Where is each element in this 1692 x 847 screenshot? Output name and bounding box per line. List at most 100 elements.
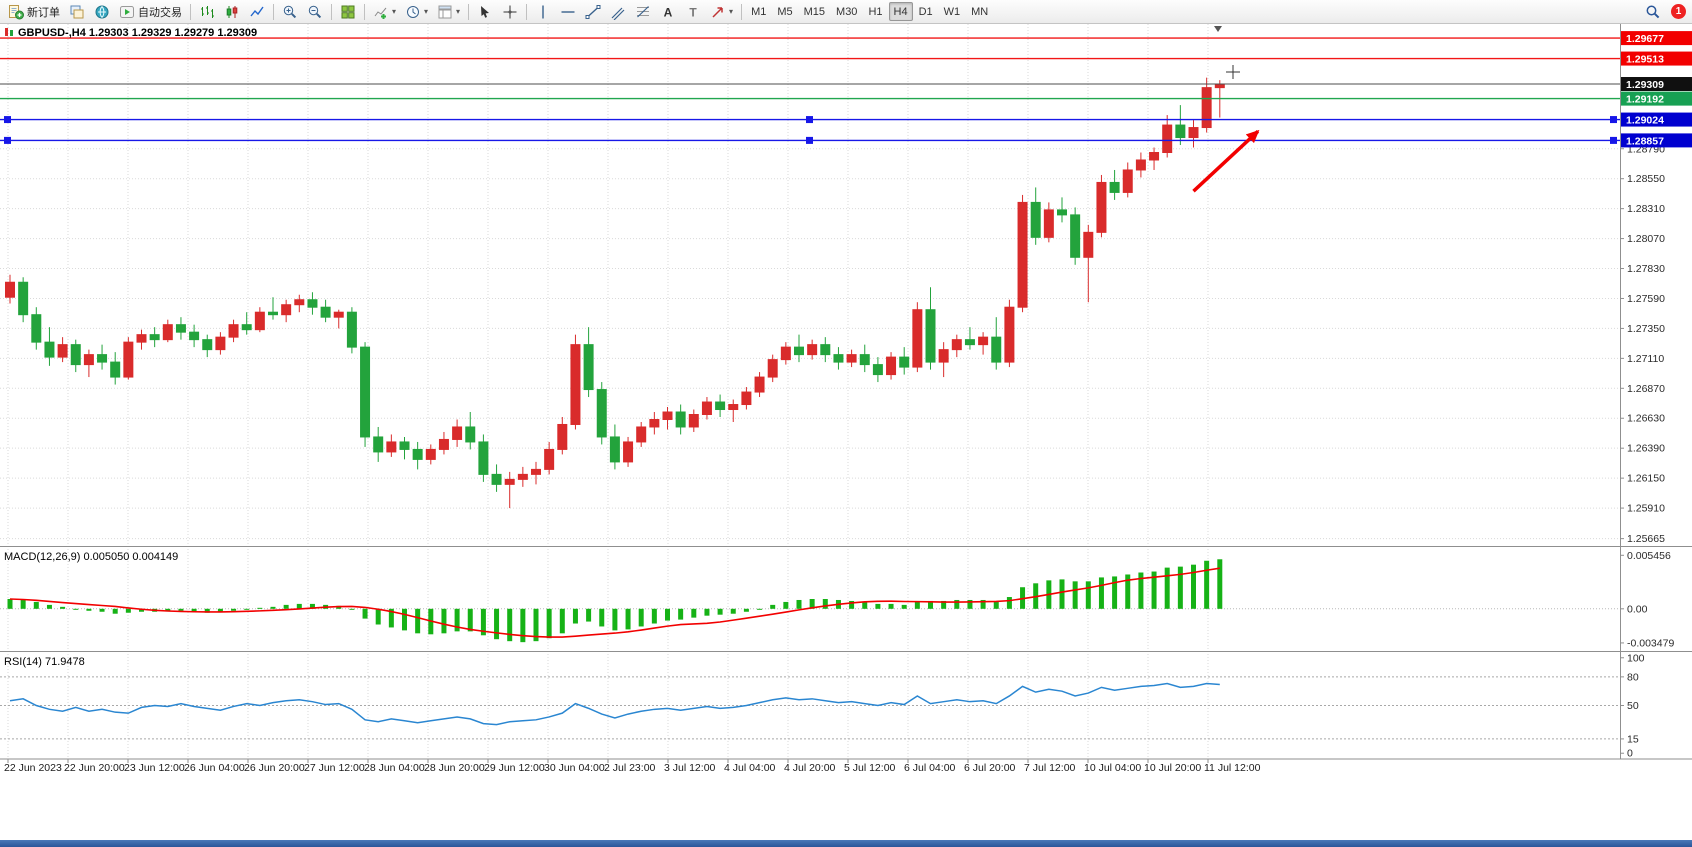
text-label-icon: T bbox=[689, 5, 697, 19]
charts-cascade-icon bbox=[70, 5, 84, 18]
notification-badge[interactable]: 1 bbox=[1671, 4, 1686, 19]
grid bbox=[0, 24, 1620, 758]
svg-text:0.00: 0.00 bbox=[1627, 603, 1648, 615]
chart-shift-marker[interactable] bbox=[1214, 26, 1222, 32]
dropdown-caret-icon: ▾ bbox=[456, 6, 461, 16]
trendline-tool-button[interactable] bbox=[581, 2, 605, 22]
svg-text:6 Jul 20:00: 6 Jul 20:00 bbox=[964, 762, 1016, 774]
zoom-in-button[interactable] bbox=[278, 2, 302, 22]
svg-text:26 Jun 20:00: 26 Jun 20:00 bbox=[244, 762, 305, 774]
toolbar-separator bbox=[190, 3, 191, 20]
autotrading-button[interactable]: 自动交易 bbox=[115, 2, 186, 22]
new-order-label: 新订单 bbox=[27, 6, 60, 19]
timeframe-m15-button[interactable]: M15 bbox=[799, 2, 830, 21]
line-handle[interactable] bbox=[4, 136, 11, 144]
line-chart-button[interactable] bbox=[245, 2, 269, 22]
line-handle[interactable] bbox=[4, 116, 11, 124]
macd-pane bbox=[7, 559, 1223, 643]
bar-chart-icon bbox=[201, 5, 214, 18]
macd-signal-line bbox=[9, 567, 1220, 638]
fibonacci-icon bbox=[637, 5, 650, 17]
vertical-line-tool-button[interactable] bbox=[531, 2, 555, 22]
timeframe-w1-button[interactable]: W1 bbox=[939, 2, 966, 21]
svg-text:1.29513: 1.29513 bbox=[1626, 54, 1664, 66]
candlestick-layer bbox=[5, 77, 1225, 509]
channel-icon bbox=[611, 7, 625, 20]
svg-text:0: 0 bbox=[1627, 748, 1633, 760]
community-button[interactable] bbox=[90, 2, 114, 22]
crosshair-icon bbox=[503, 5, 517, 18]
bar-chart-button[interactable] bbox=[195, 2, 219, 22]
fibonacci-tool-button[interactable] bbox=[631, 2, 655, 22]
support-line-1.28857[interactable] bbox=[0, 136, 1620, 144]
community-icon bbox=[95, 5, 109, 18]
svg-text:28 Jun 04:00: 28 Jun 04:00 bbox=[364, 762, 425, 774]
autotrading-label: 自动交易 bbox=[138, 6, 182, 19]
toolbar-separator bbox=[331, 3, 332, 20]
timeframe-h4-button[interactable]: H4 bbox=[888, 2, 913, 21]
svg-text:11 Jul 12:00: 11 Jul 12:00 bbox=[1204, 762, 1261, 774]
svg-text:10 Jul 20:00: 10 Jul 20:00 bbox=[1144, 762, 1201, 774]
horizontal-line-tool-button[interactable] bbox=[556, 2, 580, 22]
periods-button[interactable]: ▾ bbox=[401, 2, 432, 22]
chart-canvas[interactable]: 1.287901.285501.283101.280701.278301.275… bbox=[0, 24, 1692, 840]
price-label-1.29309: 1.29309 bbox=[1621, 77, 1692, 92]
svg-text:23 Jun 12:00: 23 Jun 12:00 bbox=[124, 762, 185, 774]
candlestick-chart-button[interactable] bbox=[220, 2, 244, 22]
toolbar-separator bbox=[364, 3, 365, 20]
new-order-button[interactable]: 新订单 bbox=[4, 2, 64, 22]
channel-tool-button[interactable] bbox=[606, 2, 630, 22]
svg-text:22 Jun 20:00: 22 Jun 20:00 bbox=[64, 762, 125, 774]
chart-background bbox=[0, 24, 1692, 840]
tile-windows-button[interactable] bbox=[336, 2, 360, 22]
svg-text:1.27350: 1.27350 bbox=[1627, 323, 1665, 335]
svg-text:28 Jun 20:00: 28 Jun 20:00 bbox=[424, 762, 485, 774]
price-label-1.28857: 1.28857 bbox=[1621, 133, 1692, 148]
svg-text:1.26630: 1.26630 bbox=[1627, 413, 1665, 425]
svg-text:1.27830: 1.27830 bbox=[1627, 263, 1665, 275]
indicators-button[interactable]: ▾ bbox=[369, 2, 400, 22]
svg-text:6 Jul 04:00: 6 Jul 04:00 bbox=[904, 762, 956, 774]
chart-icon bbox=[10, 30, 13, 36]
charts-cascade-button[interactable] bbox=[65, 2, 89, 22]
arrows-tool-button[interactable]: ▾ bbox=[706, 2, 737, 22]
timeframe-d1-button[interactable]: D1 bbox=[914, 2, 938, 21]
zoom-out-button[interactable] bbox=[303, 2, 327, 22]
line-handle[interactable] bbox=[1610, 116, 1617, 124]
timeframe-h1-button[interactable]: H1 bbox=[863, 2, 887, 21]
line-handle[interactable] bbox=[806, 136, 813, 144]
cursor-tool-button[interactable] bbox=[473, 2, 497, 22]
line-handle[interactable] bbox=[1610, 136, 1617, 144]
svg-text:3 Jul 12:00: 3 Jul 12:00 bbox=[664, 762, 716, 774]
svg-text:1.29192: 1.29192 bbox=[1626, 94, 1664, 106]
svg-text:4 Jul 04:00: 4 Jul 04:00 bbox=[724, 762, 776, 774]
toolbar: 新订单 自动交易 bbox=[0, 0, 1692, 24]
line-chart-icon bbox=[250, 6, 264, 16]
autotrading-icon bbox=[120, 5, 134, 18]
svg-text:1.27590: 1.27590 bbox=[1627, 293, 1665, 305]
templates-button[interactable]: ▾ bbox=[433, 2, 464, 22]
text-tool-button[interactable]: A bbox=[656, 2, 680, 22]
toolbar-right-group: 1 bbox=[1641, 2, 1688, 22]
text-label-tool-button[interactable]: T bbox=[681, 2, 705, 22]
trend-arrow[interactable] bbox=[1192, 129, 1260, 193]
crosshair-tool-button[interactable] bbox=[498, 2, 522, 22]
price-axis[interactable]: 1.287901.285501.283101.280701.278301.275… bbox=[1620, 143, 1674, 760]
chart-symbol-header: GBPUSD-,H4 1.29303 1.29329 1.29279 1.293… bbox=[5, 27, 257, 39]
timeframe-mn-button[interactable]: MN bbox=[966, 2, 993, 21]
zoom-in-icon bbox=[283, 5, 297, 18]
timeframe-m5-button[interactable]: M5 bbox=[772, 2, 797, 21]
periods-clock-icon bbox=[407, 5, 420, 18]
support-line-1.29024[interactable] bbox=[0, 116, 1620, 124]
timeframe-m1-button[interactable]: M1 bbox=[746, 2, 771, 21]
timeframe-m30-button[interactable]: M30 bbox=[831, 2, 862, 21]
dropdown-caret-icon: ▾ bbox=[424, 6, 429, 16]
svg-text:1.26150: 1.26150 bbox=[1627, 473, 1665, 485]
time-axis[interactable]: 22 Jun 2023 22 Jun 20:00 23 Jun 12:00 26 Ju… bbox=[4, 759, 1261, 774]
search-button[interactable] bbox=[1641, 2, 1665, 22]
dropdown-caret-icon: ▾ bbox=[392, 6, 397, 16]
svg-text:1.28857: 1.28857 bbox=[1626, 135, 1664, 147]
line-handle[interactable] bbox=[806, 116, 813, 124]
text-icon: A bbox=[664, 5, 673, 19]
